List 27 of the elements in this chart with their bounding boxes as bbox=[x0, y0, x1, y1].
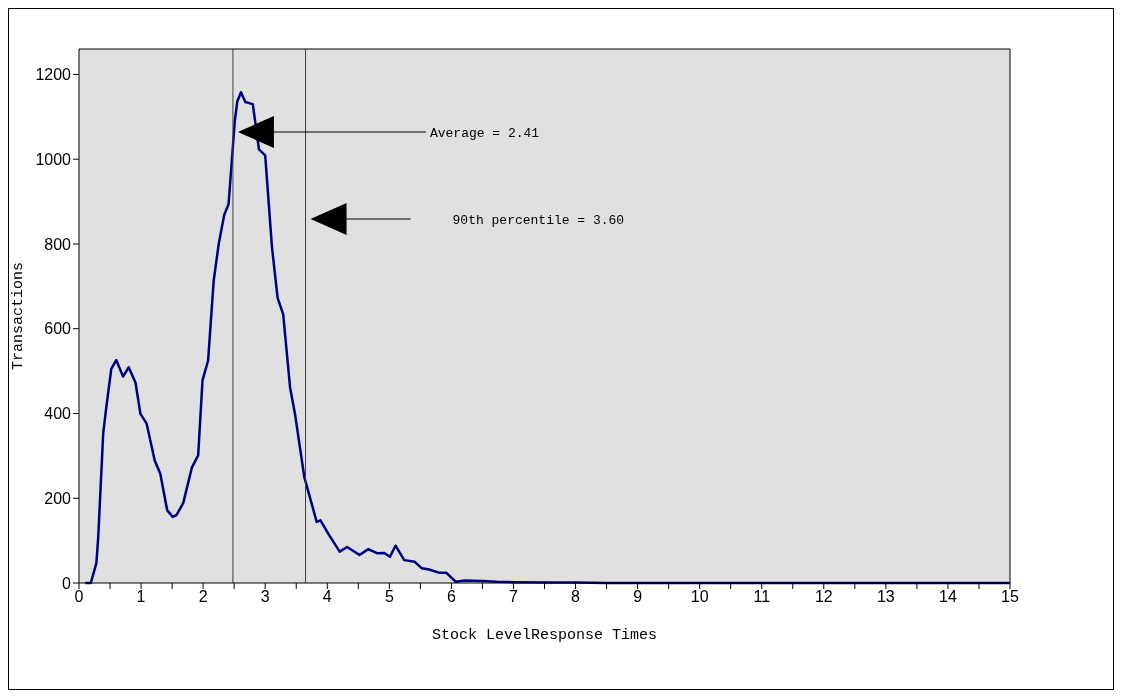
x-tick-label: 5 bbox=[384, 588, 394, 606]
x-tick-label: 15 bbox=[1001, 588, 1019, 606]
annotation: 90th percentile = 3.60 bbox=[452, 213, 625, 228]
y-tick-label: 1200 bbox=[35, 66, 72, 84]
x-tick-label: 0 bbox=[74, 588, 84, 606]
x-tick-label: 11 bbox=[753, 588, 771, 606]
x-tick-label: 12 bbox=[814, 588, 833, 606]
x-tick-label: 2 bbox=[198, 588, 208, 606]
x-axis-title: Stock LevelResponse Times bbox=[431, 627, 658, 644]
annotation: Average = 2.41 bbox=[429, 126, 540, 141]
y-tick-label: 800 bbox=[44, 235, 72, 253]
x-tick-label: 7 bbox=[509, 588, 519, 606]
x-tick-label: 13 bbox=[876, 588, 895, 606]
x-tick-label: 3 bbox=[260, 588, 270, 606]
y-tick-label: 200 bbox=[44, 489, 72, 507]
y-tick-label: 400 bbox=[44, 405, 72, 423]
x-tick-label: 1 bbox=[136, 588, 146, 606]
x-tick-label: 6 bbox=[446, 588, 456, 606]
x-tick-label: 8 bbox=[571, 588, 581, 606]
x-tick-label: 10 bbox=[690, 588, 709, 606]
y-tick-label: 600 bbox=[44, 320, 72, 338]
y-tick-label: 0 bbox=[62, 574, 72, 592]
y-tick-label: 1000 bbox=[35, 150, 72, 168]
y-axis-title: Transactions bbox=[10, 261, 28, 371]
x-tick-label: 14 bbox=[939, 588, 957, 606]
x-tick-label: 9 bbox=[633, 588, 643, 606]
x-tick-label: 4 bbox=[322, 588, 332, 606]
